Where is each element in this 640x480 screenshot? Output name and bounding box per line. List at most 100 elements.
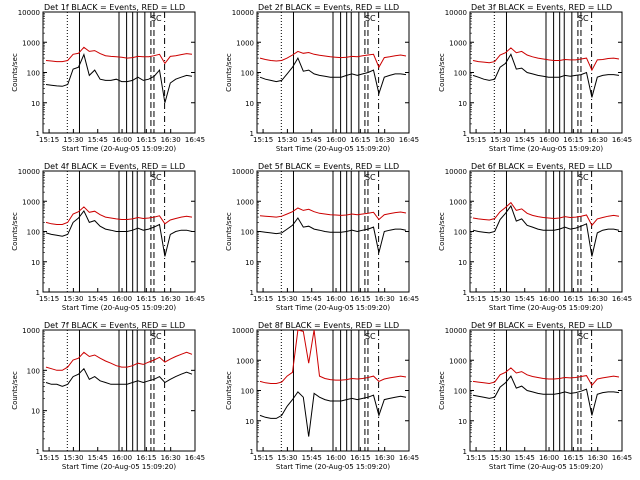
x-axis-label: Start Time (20-Aug-05 15:09:20) (62, 304, 176, 312)
lld-series-line (45, 206, 193, 225)
chart-panel-2: Det 2f BLACK = Events, RED = LLD 1 10 100 10… (225, 3, 419, 153)
chart-panel-4: Det 4f BLACK = Events, RED = LLD 1 10 100 10… (11, 162, 205, 312)
x-axis-label: Start Time (20-Aug-05 15:09:20) (62, 145, 176, 153)
x-tick-label: 15:30 (63, 295, 83, 303)
lld-series-line (45, 351, 193, 371)
y-tick-label: 1000 (236, 39, 254, 47)
y-tick-label: 10 (31, 259, 40, 267)
x-tick-label: 16:15 (350, 295, 370, 303)
chart-panel-3: Det 3f BLACK = Events, RED = LLD 1 10 100 10… (438, 3, 632, 153)
x-tick-label: 15:15 (253, 454, 273, 462)
x-tick-label: 15:45 (515, 136, 535, 144)
y-axis-label: Counts/sec (438, 212, 446, 251)
x-axis-label: Start Time (20-Aug-05 15:09:20) (62, 463, 176, 471)
events-series-line (472, 204, 620, 257)
y-tick-label: 1 (250, 448, 254, 456)
x-tick-label: 15:15 (466, 295, 486, 303)
y-tick-label: 100 (454, 70, 467, 78)
x-tick-label: 16:45 (185, 136, 205, 144)
y-tick-label: 1000 (449, 39, 467, 47)
x-tick-label: 15:30 (490, 295, 510, 303)
y-tick-label: 100 (241, 388, 254, 396)
y-tick-label: 1000 (22, 198, 40, 206)
y-tick-label: 1000 (236, 198, 254, 206)
y-tick-label: 1 (36, 289, 40, 297)
x-tick-label: 16:45 (185, 295, 205, 303)
x-tick-label: 16:45 (612, 136, 632, 144)
y-axis-label: Counts/sec (438, 371, 446, 410)
chart-title: Det 5f BLACK = Events, RED = LLD (258, 162, 399, 171)
y-tick-label: 1 (463, 448, 467, 456)
x-tick-label: 16:00 (326, 295, 346, 303)
events-series-line (45, 53, 193, 103)
sc-marker-label: SC (578, 173, 589, 182)
x-tick-label: 16:00 (539, 136, 559, 144)
chart-panel-5: Det 5f BLACK = Events, RED = LLD 1 10 100 10… (225, 162, 419, 312)
sc-marker-label: SC (151, 332, 162, 341)
y-tick-label: 10 (245, 418, 254, 426)
x-tick-label: 16:30 (375, 295, 395, 303)
y-tick-label: 1 (36, 448, 40, 456)
x-axis-label: Start Time (20-Aug-05 15:09:20) (276, 304, 390, 312)
chart-title: Det 9f BLACK = Events, RED = LLD (471, 321, 612, 330)
y-axis-label: Counts/sec (11, 371, 19, 410)
chart-panel-9: Det 9f BLACK = Events, RED = LLD 1 10 100 10… (438, 321, 632, 471)
events-series-line (259, 217, 407, 253)
x-tick-label: 16:15 (350, 454, 370, 462)
x-tick-label: 15:30 (277, 295, 297, 303)
y-tick-label: 1000 (236, 357, 254, 365)
chart-title: Det 7f BLACK = Events, RED = LLD (44, 321, 185, 330)
y-tick-label: 1 (36, 130, 40, 138)
x-tick-label: 16:15 (563, 136, 583, 144)
y-tick-label: 10 (245, 100, 254, 108)
y-tick-label: 10 (458, 259, 467, 267)
x-axis-label: Start Time (20-Aug-05 15:09:20) (489, 463, 603, 471)
x-tick-label: 16:15 (136, 454, 156, 462)
y-tick-label: 100 (241, 70, 254, 78)
x-tick-label: 16:45 (612, 454, 632, 462)
x-tick-label: 15:15 (39, 295, 59, 303)
y-tick-label: 100 (27, 229, 40, 237)
x-tick-label: 16:30 (588, 136, 608, 144)
lld-series-line (259, 329, 407, 384)
chart-title: Det 2f BLACK = Events, RED = LLD (258, 3, 399, 12)
x-tick-label: 15:30 (277, 454, 297, 462)
lld-series-line (259, 50, 407, 69)
x-tick-label: 15:30 (63, 136, 83, 144)
chart-panel-6: Det 6f BLACK = Events, RED = LLD 1 10 100 10… (438, 162, 632, 312)
chart-panel-1: Det 1f BLACK = Events, RED = LLD 1 10 100 10… (11, 3, 205, 153)
x-tick-label: 15:45 (515, 454, 535, 462)
x-tick-label: 15:15 (39, 136, 59, 144)
chart-panel-7: Det 7f BLACK = Events, RED = LLD 1 10 100 10… (11, 321, 205, 471)
y-tick-label: 1 (463, 289, 467, 297)
y-tick-label: 10 (31, 408, 40, 416)
y-tick-label: 1000 (449, 357, 467, 365)
x-tick-label: 16:30 (161, 454, 181, 462)
x-tick-label: 16:00 (112, 136, 132, 144)
x-tick-label: 16:45 (399, 136, 419, 144)
sc-marker-label: SC (365, 173, 376, 182)
x-tick-label: 15:15 (466, 136, 486, 144)
x-tick-label: 15:30 (63, 454, 83, 462)
x-tick-label: 16:00 (112, 295, 132, 303)
chart-panel-8: Det 8f BLACK = Events, RED = LLD 1 10 100 10… (225, 321, 419, 471)
x-tick-label: 16:15 (136, 136, 156, 144)
y-tick-label: 1 (250, 289, 254, 297)
x-tick-label: 16:00 (539, 454, 559, 462)
chart-title: Det 8f BLACK = Events, RED = LLD (258, 321, 399, 330)
x-tick-label: 16:45 (399, 454, 419, 462)
y-tick-label: 10000 (18, 168, 40, 176)
y-tick-label: 100 (454, 388, 467, 396)
events-series-line (45, 209, 193, 257)
events-series-line (259, 56, 407, 96)
events-series-line (472, 375, 620, 416)
x-tick-label: 16:30 (375, 136, 395, 144)
x-tick-label: 16:15 (136, 295, 156, 303)
y-tick-label: 1 (463, 130, 467, 138)
x-tick-label: 16:30 (375, 454, 395, 462)
x-axis-label: Start Time (20-Aug-05 15:09:20) (276, 463, 390, 471)
y-tick-label: 10000 (445, 9, 467, 17)
y-axis-label: Counts/sec (225, 212, 233, 251)
y-tick-label: 10 (31, 100, 40, 108)
x-tick-label: 16:30 (588, 454, 608, 462)
